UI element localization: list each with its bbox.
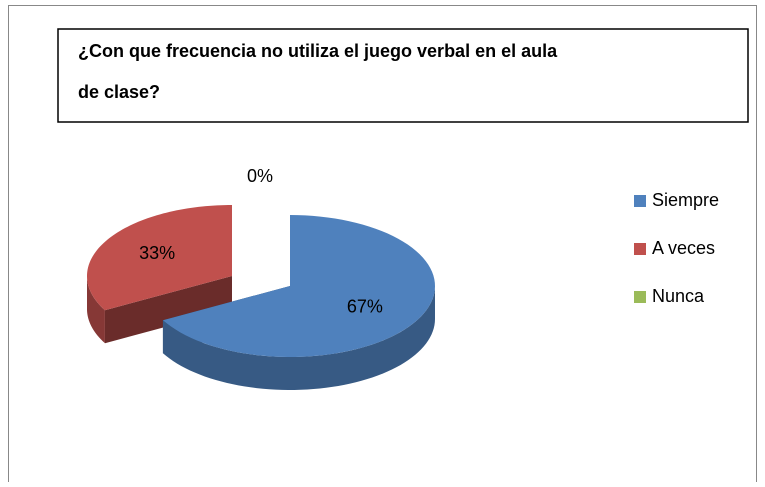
- slice-top: [87, 205, 232, 311]
- legend-swatch: [634, 243, 646, 255]
- slice-wall: [162, 286, 435, 390]
- legend-swatch: [634, 291, 646, 303]
- data-label: 0%: [247, 166, 273, 186]
- title-box: [57, 28, 749, 123]
- pie-slice: [87, 205, 232, 344]
- legend-swatch: [634, 195, 646, 207]
- pie-slice: [162, 215, 435, 390]
- legend-label: A veces: [652, 238, 715, 258]
- legend-label: Nunca: [652, 286, 705, 306]
- slice-cut-face: [104, 276, 232, 344]
- chart-title: ¿Con que frecuencia no utiliza el juego …: [78, 41, 558, 102]
- slice-top: [162, 215, 435, 357]
- legend-label: Siempre: [652, 190, 719, 210]
- data-label: 67%: [347, 296, 383, 316]
- data-label: 33%: [139, 243, 175, 263]
- slice-wall: [87, 276, 105, 344]
